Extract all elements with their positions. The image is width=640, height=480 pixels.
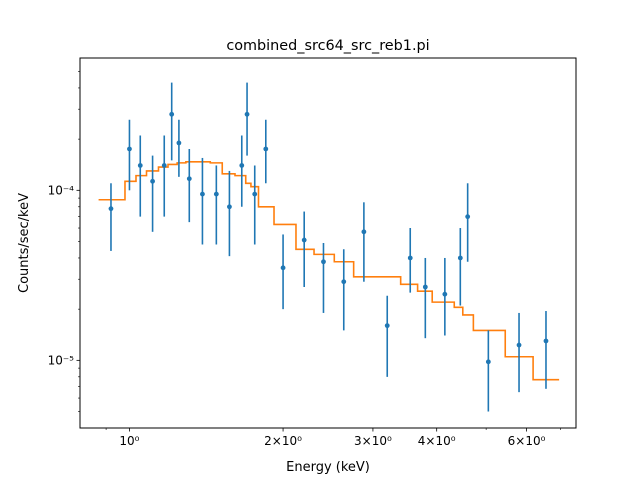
x-tick-label: 3×10⁰ — [354, 434, 392, 448]
axes-frame — [79, 57, 577, 429]
data-point — [361, 229, 367, 235]
data-point — [213, 191, 219, 197]
data-point — [407, 255, 413, 261]
x-tick-label: 4×10⁰ — [418, 434, 456, 448]
data-point — [186, 176, 192, 182]
data-point — [244, 111, 250, 117]
data-point — [263, 146, 269, 152]
x-tick-label: 2×10⁰ — [264, 434, 302, 448]
x-tick-label: 10⁰ — [119, 434, 139, 448]
data-point — [127, 146, 132, 152]
data-point — [442, 291, 448, 297]
plot-area: 10⁰ 2×10⁰ 3×10⁰ 4×10⁰ 6×10⁰ 10⁻⁵ 10⁻⁴ — [48, 71, 562, 448]
y-axis-label: Counts/sec/keV — [17, 193, 32, 293]
data-point — [280, 265, 286, 271]
data-point — [169, 111, 175, 117]
data-point — [252, 191, 258, 197]
data-point — [161, 163, 167, 168]
data-point — [301, 237, 307, 243]
data-point — [176, 140, 182, 146]
data-point — [422, 284, 428, 290]
data-point — [108, 206, 114, 212]
data-point — [227, 204, 232, 210]
data-point — [150, 178, 155, 184]
y-tick-label: 10⁻⁴ — [48, 183, 75, 197]
chart-title: combined_src64_src_reb1.pi — [226, 38, 429, 54]
data-point — [239, 163, 245, 168]
data-point — [137, 163, 143, 168]
data-point — [457, 255, 463, 261]
x-tick-label: 6×10⁰ — [508, 434, 546, 448]
data-point — [543, 338, 549, 344]
data-point — [465, 214, 471, 220]
data-point — [485, 359, 491, 365]
data-point — [384, 323, 390, 329]
x-axis-label: Energy (keV) — [286, 460, 370, 475]
model-step-line — [98, 161, 560, 381]
data-point — [516, 342, 522, 348]
data-point — [321, 259, 326, 265]
data-point — [200, 191, 205, 197]
data-point — [341, 279, 347, 285]
y-tick-label: 10⁻⁵ — [48, 353, 75, 367]
